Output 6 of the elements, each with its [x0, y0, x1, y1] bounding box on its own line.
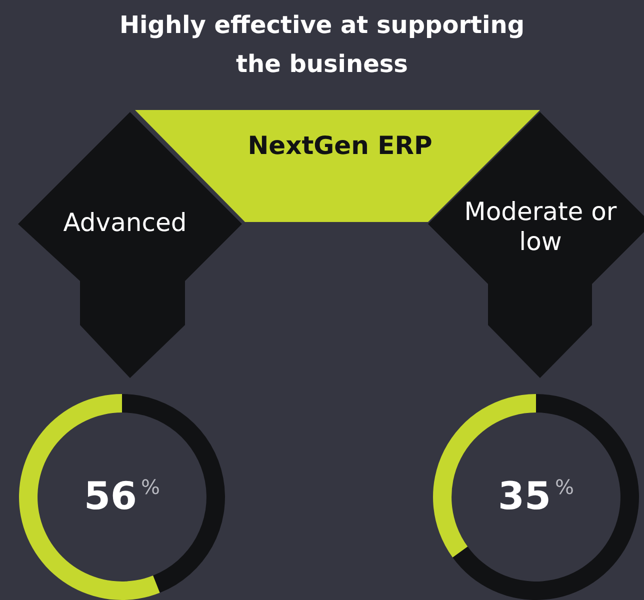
text: Highly effective at supporting the business — [118, 10, 526, 80]
chart-title: Moderate or low — [463, 197, 618, 257]
data-label: 35% — [498, 474, 574, 518]
text: NextGen ERP — [246, 130, 434, 162]
chart-title: Advanced — [62, 208, 188, 238]
data-label: 56% — [84, 474, 160, 518]
